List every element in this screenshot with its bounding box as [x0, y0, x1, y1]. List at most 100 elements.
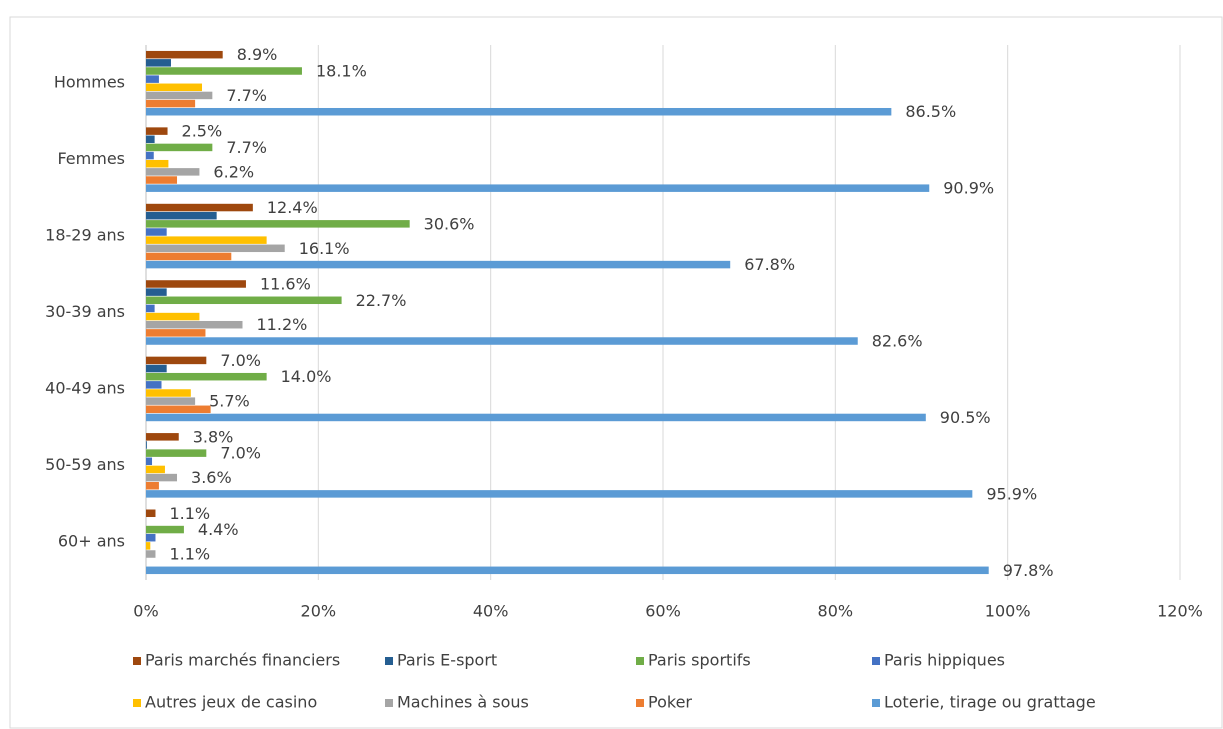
data-label: 7.0%	[220, 444, 261, 463]
bar	[146, 356, 207, 365]
data-label: 7.0%	[220, 351, 261, 370]
bar	[146, 441, 147, 449]
y-tick-label: 40-49 ans	[45, 378, 125, 397]
y-tick-label: Hommes	[54, 73, 125, 92]
bar	[146, 184, 930, 192]
data-label: 30.6%	[424, 214, 475, 233]
legend-label: Poker	[648, 693, 692, 712]
legend-label: Paris sportifs	[648, 651, 751, 670]
legend-swatch	[636, 657, 644, 665]
bar	[146, 75, 159, 83]
bar	[146, 509, 156, 518]
x-tick-label: 100%	[985, 602, 1031, 621]
bar	[146, 389, 191, 397]
legend-label: Paris marchés financiers	[145, 651, 340, 670]
bar	[146, 143, 213, 152]
bar	[146, 168, 200, 176]
legend-swatch	[385, 657, 393, 665]
bar	[146, 566, 989, 575]
data-label: 90.5%	[940, 408, 991, 427]
legend-swatch	[385, 699, 393, 707]
bar	[146, 228, 167, 236]
data-label: 3.6%	[191, 468, 232, 487]
y-tick-label: 30-39 ans	[45, 302, 125, 321]
legend-label: Loterie, tirage ou grattage	[884, 693, 1096, 712]
bar	[146, 252, 232, 261]
x-tick-label: 120%	[1157, 602, 1203, 621]
y-tick-label: 50-59 ans	[45, 455, 125, 474]
data-label: 90.9%	[943, 179, 994, 198]
y-tick-label: Femmes	[57, 149, 125, 168]
chart-frame	[9, 16, 1223, 729]
bar	[146, 473, 178, 482]
bar	[146, 151, 154, 160]
bar	[146, 260, 731, 269]
legend-swatch	[133, 657, 141, 665]
bar	[146, 135, 155, 144]
bar	[146, 203, 253, 212]
y-tick-label: 60+ ans	[58, 531, 125, 550]
x-tick-label: 40%	[473, 602, 509, 621]
data-label: 1.1%	[169, 504, 210, 523]
data-label: 5.7%	[209, 392, 250, 411]
bar	[146, 449, 207, 457]
data-label: 11.6%	[260, 274, 311, 293]
bar	[146, 381, 162, 389]
data-label: 22.7%	[356, 291, 407, 310]
bar	[146, 296, 342, 305]
bar	[146, 107, 892, 116]
bar	[146, 490, 973, 498]
bar	[146, 397, 196, 405]
data-label: 3.8%	[193, 427, 234, 446]
bar	[146, 364, 167, 373]
bar	[146, 91, 213, 100]
legend-label: Autres jeux de casino	[145, 693, 317, 712]
bar	[146, 220, 410, 228]
bar	[146, 481, 159, 490]
data-label: 12.4%	[267, 198, 318, 217]
data-label: 7.7%	[226, 86, 267, 105]
data-label: 11.2%	[257, 315, 308, 334]
legend-swatch	[872, 699, 880, 707]
legend-swatch	[133, 699, 141, 707]
bar	[146, 244, 285, 253]
bar	[146, 525, 184, 534]
data-label: 4.4%	[198, 520, 239, 539]
bar	[146, 329, 206, 337]
bar	[146, 288, 167, 296]
x-tick-label: 80%	[818, 602, 854, 621]
bar	[146, 312, 200, 321]
x-tick-label: 60%	[645, 602, 681, 621]
data-label: 86.5%	[905, 102, 956, 121]
bar	[146, 83, 203, 92]
bar	[146, 413, 926, 422]
bar	[146, 405, 211, 414]
bar	[146, 465, 165, 474]
bar	[146, 67, 302, 75]
bar	[146, 457, 153, 466]
bar	[146, 433, 179, 441]
bar	[146, 542, 151, 550]
x-tick-label: 20%	[301, 602, 337, 621]
bar	[146, 304, 155, 313]
bar	[146, 159, 169, 168]
bar	[146, 176, 178, 184]
bar	[146, 236, 267, 244]
legend-swatch	[636, 699, 644, 707]
data-label: 8.9%	[237, 45, 278, 64]
data-label: 97.8%	[1003, 561, 1054, 580]
legend-label: Machines à sous	[397, 693, 529, 712]
legend-label: Paris hippiques	[884, 651, 1005, 670]
legend-swatch	[872, 657, 880, 665]
data-label: 82.6%	[872, 332, 923, 351]
data-label: 95.9%	[986, 484, 1037, 503]
data-label: 67.8%	[744, 255, 795, 274]
data-label: 16.1%	[299, 239, 350, 258]
bar	[146, 211, 217, 220]
data-label: 7.7%	[226, 138, 267, 157]
data-label: 6.2%	[213, 162, 254, 181]
bar	[146, 127, 168, 135]
data-label: 18.1%	[316, 61, 367, 80]
data-label: 2.5%	[182, 122, 223, 141]
